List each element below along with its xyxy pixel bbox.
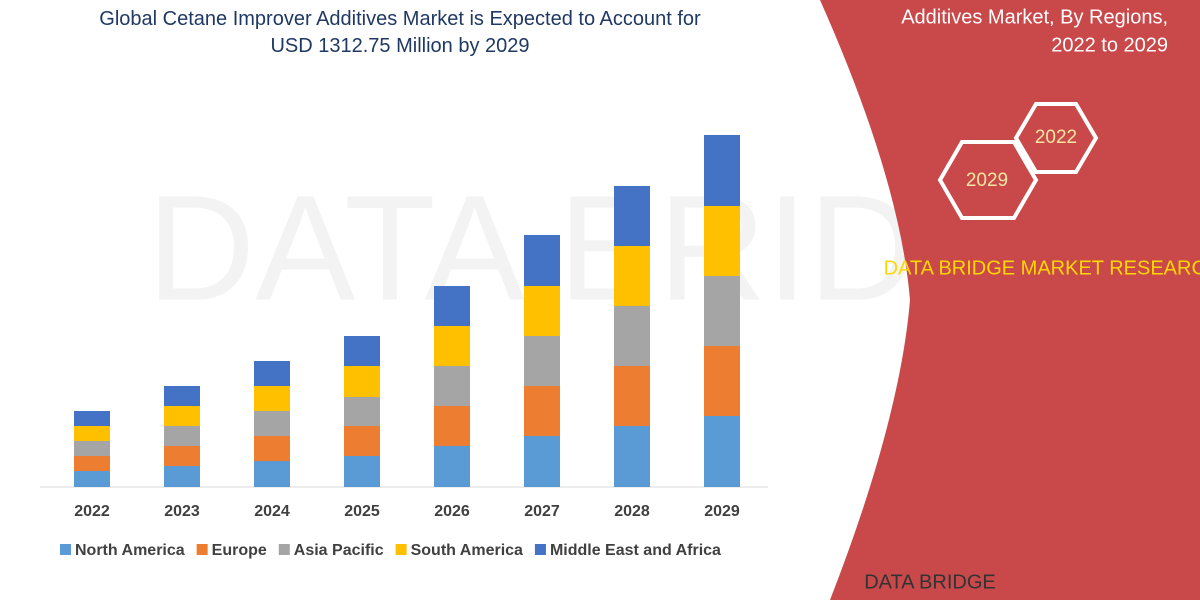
bar-segment: [254, 386, 290, 411]
legend-swatch: [278, 544, 290, 555]
x-tick-label: 2029: [704, 503, 740, 520]
bar-segment: [704, 346, 740, 416]
brand-name: DATA BRIDGE MARKET RESEARCH: [884, 257, 1200, 279]
legend-label: Europe: [212, 542, 267, 559]
bar-segment: [524, 336, 560, 386]
legend-label: Middle East and Africa: [550, 542, 721, 559]
panel-heading: Additives Market, By Regions,: [901, 6, 1168, 28]
bar-segment: [434, 406, 470, 446]
x-tick-label: 2024: [254, 503, 290, 520]
x-tick-label: 2027: [524, 503, 560, 520]
bar-segment: [344, 397, 380, 426]
x-tick-label: 2028: [614, 503, 650, 520]
bar-segment: [704, 276, 740, 346]
bar-segment: [344, 336, 380, 366]
badge-hexagon: [937, 140, 1039, 220]
bar-segment: [614, 366, 650, 426]
bar-segment: [704, 135, 740, 206]
bar-segment: [434, 446, 470, 487]
bar-segment: [164, 446, 200, 466]
bar-segment: [74, 441, 110, 456]
legend-label: Asia Pacific: [294, 542, 384, 559]
legend-swatch: [395, 544, 407, 555]
bar-segment: [344, 426, 380, 456]
bar-segment: [614, 306, 650, 366]
bar-segment: [74, 471, 110, 487]
bar-segment: [524, 235, 560, 286]
x-tick-label: 2025: [344, 503, 380, 520]
bar-segment: [614, 246, 650, 306]
bar-segment: [254, 361, 290, 386]
bar-segment: [344, 366, 380, 397]
bar-segment: [524, 386, 560, 436]
bar-segment: [164, 426, 200, 446]
chart-title: Global Cetane Improver Additives Market …: [99, 8, 701, 57]
x-tick-label: 2026: [434, 503, 470, 520]
bar-segment: [164, 466, 200, 487]
bar-segment: [74, 426, 110, 441]
bar-segment: [614, 426, 650, 487]
x-tick-label: 2022: [74, 503, 110, 520]
badge-label: 2029: [966, 170, 1008, 191]
legend-swatch: [534, 544, 546, 555]
bar-segment: [524, 436, 560, 487]
bar-segment: [254, 411, 290, 436]
badge-hexagon: [1013, 102, 1099, 174]
legend-label: South America: [411, 542, 523, 559]
panel-heading: 2022 to 2029: [1051, 34, 1168, 56]
bar-segment: [344, 456, 380, 487]
bar-segment: [254, 436, 290, 461]
legend-label: North America: [75, 542, 185, 559]
badge-label: 2022: [1035, 127, 1077, 148]
bar-segment: [74, 411, 110, 426]
bar-segment: [254, 461, 290, 487]
bar-segment: [74, 456, 110, 471]
bar-segment: [614, 186, 650, 246]
x-tick-label: 2023: [164, 503, 200, 520]
bar-segment: [704, 416, 740, 487]
bar-segment: [434, 326, 470, 366]
legend-swatch: [60, 544, 71, 555]
logo-text: DATA BRIDGE: [864, 571, 996, 593]
legend-swatch: [196, 544, 208, 555]
side-panel-bg: [820, 0, 1200, 600]
bar-segment: [164, 386, 200, 406]
bar-segment: [434, 286, 470, 326]
bar-segment: [704, 206, 740, 276]
bar-segment: [164, 406, 200, 426]
bar-segment: [524, 286, 560, 336]
bar-segment: [434, 366, 470, 406]
